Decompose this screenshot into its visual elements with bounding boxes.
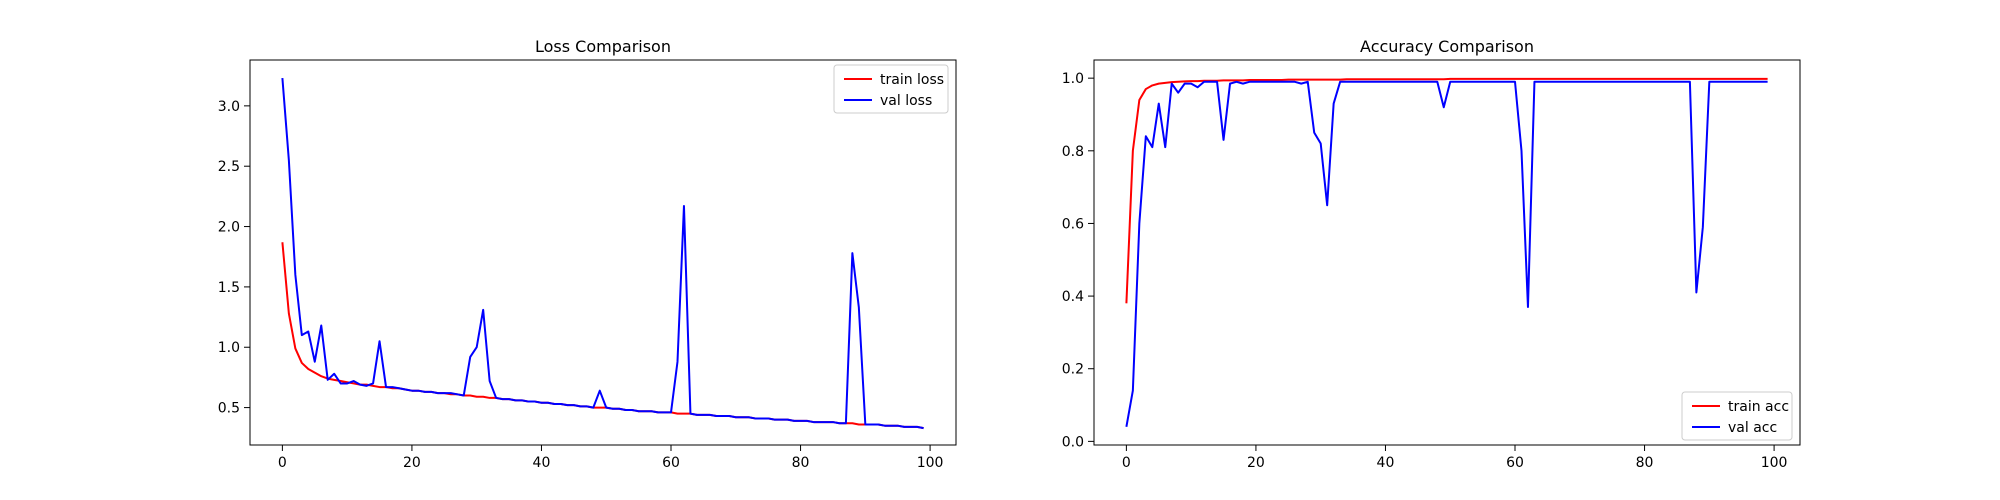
accuracy-x-tick-label: 100 bbox=[1761, 455, 1788, 471]
loss-y-tick-label: 3.0 bbox=[218, 99, 240, 115]
accuracy-chart: Accuracy Comparison 0 20 40 60 80 100 0.00.20… bbox=[1062, 37, 1801, 471]
accuracy-x-axis: 0 20 40 60 80 100 bbox=[1122, 445, 1788, 471]
loss-y-tick-label: 2.0 bbox=[218, 220, 240, 236]
accuracy-y-tick-label: 0.0 bbox=[1062, 434, 1084, 450]
loss-legend: train loss val loss bbox=[833, 64, 949, 114]
loss-x-tick-label: 80 bbox=[792, 455, 810, 471]
loss-x-tick-label: 60 bbox=[662, 455, 680, 471]
accuracy-legend: train acc val acc bbox=[1681, 391, 1793, 441]
loss-y-axis: 0.5 1.0 1.5 2.0 2.5 3.0 bbox=[218, 99, 250, 417]
accuracy-y-tick-label: 0.6 bbox=[1062, 216, 1084, 232]
loss-y-tick-label: 2.5 bbox=[218, 159, 240, 175]
accuracy-y-tick-label: 0.8 bbox=[1062, 144, 1084, 160]
accuracy-y-axis: 0.0 0.2 0.4 0.6 0.8 1.0 bbox=[1062, 71, 1094, 450]
loss-axes-frame bbox=[249, 59, 957, 446]
loss-chart: Loss Comparison 0 20 40 60 80 100 0.5 1.0 1.5 2.… bbox=[218, 37, 957, 471]
legend-label-val-acc: val acc bbox=[1728, 420, 1777, 436]
loss-x-tick-label: 20 bbox=[403, 455, 421, 471]
loss-plot-area bbox=[281, 78, 924, 430]
series-line-val-loss bbox=[281, 78, 924, 430]
accuracy-y-tick-label: 1.0 bbox=[1062, 71, 1084, 87]
accuracy-y-tick-label: 0.2 bbox=[1062, 362, 1084, 378]
accuracy-chart-title: Accuracy Comparison bbox=[1360, 37, 1534, 56]
accuracy-plot-area bbox=[1125, 77, 1768, 428]
accuracy-x-tick-label: 60 bbox=[1506, 455, 1524, 471]
loss-x-tick-label: 40 bbox=[533, 455, 551, 471]
loss-x-tick-label: 0 bbox=[278, 455, 287, 471]
loss-x-tick-label: 100 bbox=[917, 455, 944, 471]
accuracy-axes-frame bbox=[1093, 59, 1801, 446]
loss-y-tick-label: 1.5 bbox=[218, 280, 240, 296]
accuracy-y-tick-label: 0.4 bbox=[1062, 289, 1084, 305]
accuracy-x-tick-label: 40 bbox=[1377, 455, 1395, 471]
legend-label-train-acc: train acc bbox=[1728, 399, 1789, 415]
loss-y-tick-label: 0.5 bbox=[218, 401, 240, 417]
loss-y-tick-label: 1.0 bbox=[218, 340, 240, 356]
series-line-val-acc bbox=[1125, 80, 1768, 428]
loss-x-axis: 0 20 40 60 80 100 bbox=[278, 445, 944, 471]
legend-label-train-loss: train loss bbox=[880, 72, 944, 88]
loss-chart-title: Loss Comparison bbox=[535, 37, 671, 56]
series-line-train-acc bbox=[1125, 77, 1768, 304]
legend-label-val-loss: val loss bbox=[880, 93, 932, 109]
accuracy-x-tick-label: 80 bbox=[1636, 455, 1654, 471]
accuracy-x-tick-label: 0 bbox=[1122, 455, 1131, 471]
accuracy-x-tick-label: 20 bbox=[1247, 455, 1265, 471]
